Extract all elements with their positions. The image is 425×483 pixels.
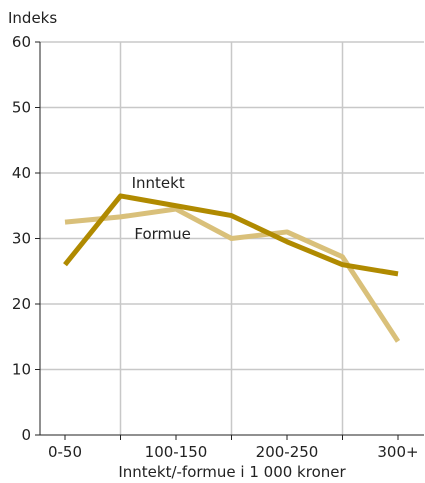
y-axis-title: Indeks <box>8 9 57 27</box>
labels: Indeks Inntekt/-formue i 1 000 kroner Innt… <box>8 9 346 481</box>
x-tick-label-3: 300+ <box>377 443 418 461</box>
grid <box>40 41 424 435</box>
series <box>63 193 401 343</box>
y-tick-label-40: 40 <box>12 164 31 182</box>
y-tick-label-10: 10 <box>12 361 31 379</box>
x-axis-title: Inntekt/-formue i 1 000 kroner <box>118 463 346 481</box>
axes: 0 10 20 30 40 50 60 0-50 100-150 200-250 300+ <box>12 33 424 461</box>
annotation-formue: Formue <box>134 225 191 243</box>
y-tick-label-20: 20 <box>12 295 31 313</box>
x-tick-label-1: 100-150 <box>145 443 208 461</box>
y-tick-label-0: 0 <box>21 426 31 444</box>
series-line-inntekt <box>63 193 399 277</box>
series-line-formue <box>64 206 401 343</box>
y-tick-label-50: 50 <box>12 99 31 117</box>
y-tick-label-60: 60 <box>12 33 31 51</box>
annotation-inntekt: Inntekt <box>132 174 185 192</box>
y-tick-label-30: 30 <box>12 230 31 248</box>
x-tick-label-2: 200-250 <box>256 443 319 461</box>
x-tick-label-0: 0-50 <box>48 443 82 461</box>
